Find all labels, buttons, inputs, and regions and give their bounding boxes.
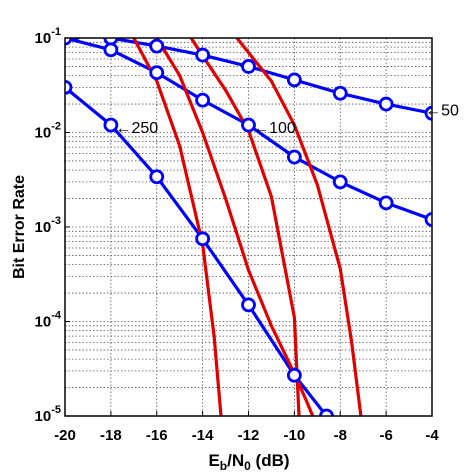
x-label-mid: /N (227, 451, 244, 470)
data-point (71, 38, 82, 40)
data-point (241, 117, 256, 133)
x-tick-label: -6 (379, 427, 392, 444)
data-point (241, 297, 256, 313)
series-layer (65, 38, 432, 416)
y-tick-label: 10-2 (35, 121, 61, 142)
x-tick-label: -20 (54, 427, 76, 444)
data-point (424, 105, 432, 121)
data-point (65, 38, 73, 46)
curve-annotation: ←100 (253, 120, 296, 137)
data-point (195, 47, 211, 63)
data-point (332, 85, 348, 101)
x-axis-label: Eb/N0 (dB) (208, 451, 289, 473)
x-tick-label: -12 (238, 427, 260, 444)
curve-annotation: ←250 (115, 120, 158, 137)
x-tick-label: -16 (146, 427, 168, 444)
series-line-2 (65, 38, 432, 222)
data-point (195, 92, 211, 108)
data-point (332, 174, 348, 190)
y-tick-label: 10-5 (35, 404, 61, 425)
data-point (149, 38, 165, 54)
ticks: -20 -18 -16 -14 -12 -10 -8 -6 -4 10-1 10-2 10-3 10-4… (35, 26, 440, 444)
data-point (149, 169, 165, 185)
data-point (319, 408, 334, 416)
data-point (286, 367, 302, 383)
curve-annotation: ←50 (425, 103, 459, 120)
data-point (286, 72, 302, 88)
data-point (286, 149, 302, 165)
series-line-6 (155, 38, 315, 416)
x-tick-label: -10 (284, 427, 306, 444)
data-point (241, 59, 256, 74)
data-point (378, 96, 394, 112)
y-tick-label: 10-4 (35, 310, 62, 331)
annotations: ←50 ←250 ←100 (115, 103, 459, 137)
y-tick-label: 10-3 (35, 215, 61, 236)
data-point (65, 80, 73, 95)
x-tick-label: -8 (334, 427, 347, 444)
series-line-7 (235, 38, 363, 416)
x-tick-label: -14 (192, 427, 214, 444)
x-label-main: E (208, 451, 219, 470)
data-point (195, 231, 211, 247)
data-point (103, 42, 119, 58)
x-tick-label: -4 (425, 427, 439, 444)
x-label-sub2: 0 (244, 459, 251, 473)
y-tick-label: 10-1 (35, 26, 61, 47)
data-point (149, 65, 165, 81)
x-tick-label: -18 (100, 427, 122, 444)
data-point (378, 195, 394, 211)
data-point (424, 212, 432, 227)
x-label-unit: (dB) (251, 451, 290, 470)
y-axis-label: Bit Error Rate (11, 175, 28, 279)
data-point (103, 117, 119, 133)
x-label-sub1: b (220, 459, 227, 473)
